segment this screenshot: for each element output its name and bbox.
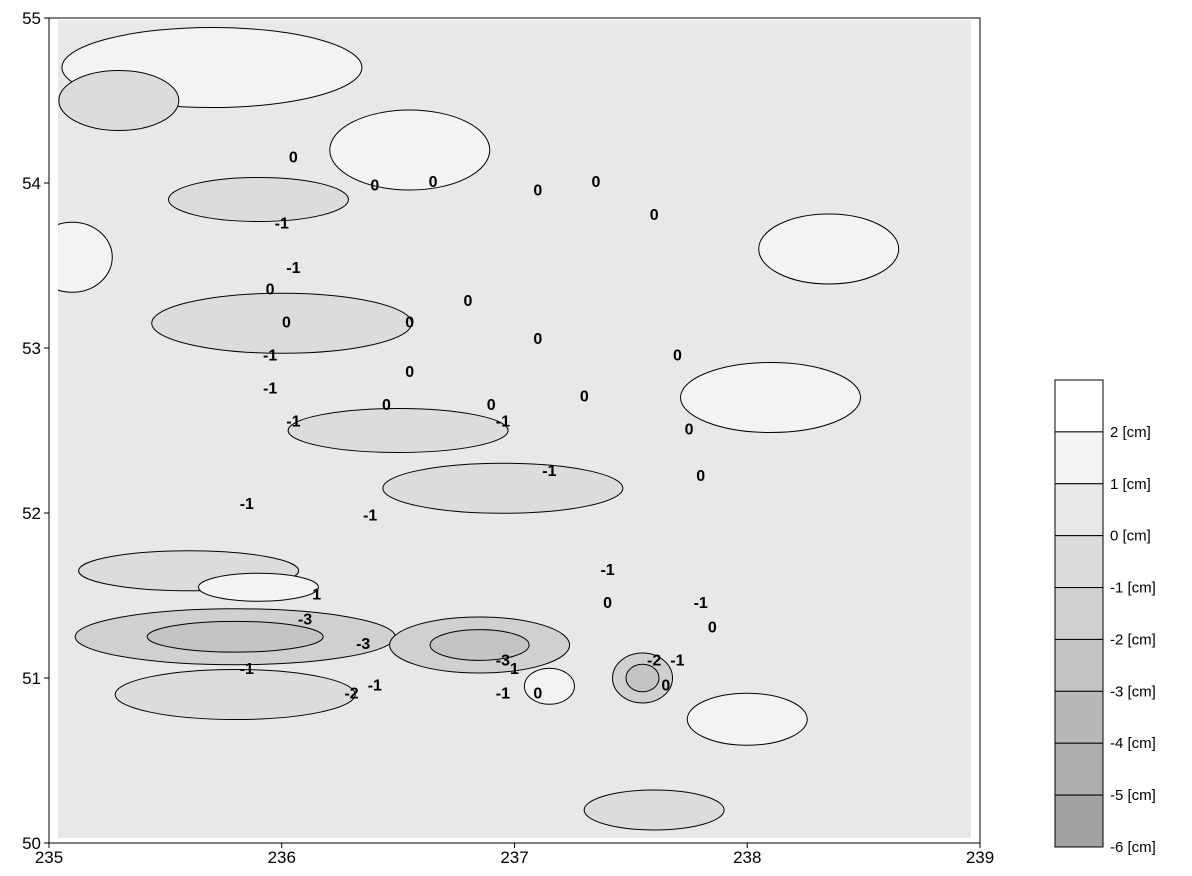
y-tick-label: 54 (22, 174, 41, 193)
contour-label: -1 (496, 686, 510, 703)
y-tick-label: 55 (22, 9, 41, 28)
contour-region (151, 292, 413, 354)
contour-label: -1 (263, 347, 277, 364)
legend-label: -1 [cm] (1110, 580, 1156, 597)
contour-label: 0 (673, 347, 682, 364)
contour-region (58, 221, 113, 293)
contour-region (114, 669, 356, 720)
contour-region (686, 692, 808, 746)
contour-labels: 00 0 0 00-1-100 0000-100-1-10-10-1-1-10-101-… (240, 149, 717, 702)
legend-swatch (1054, 794, 1104, 848)
contour-label: 0 (382, 397, 391, 414)
legend-label: 0 [cm] (1110, 528, 1151, 545)
contour-region (758, 213, 900, 285)
x-tick-label: 238 (733, 848, 761, 867)
x-tick-label: 235 (35, 848, 63, 867)
contour-region (287, 408, 509, 453)
x-tick-label: 237 (500, 848, 528, 867)
contour-label: -1 (600, 562, 614, 579)
contour-label: -1 (496, 413, 510, 430)
contour-region (382, 462, 624, 514)
legend-swatch (1054, 431, 1104, 485)
contour-region (197, 572, 319, 602)
contour-label: 0 (708, 620, 717, 637)
contour-label: 1 (312, 587, 321, 604)
contour-label: -1 (275, 215, 289, 232)
contour-label: -1 (286, 260, 300, 277)
contour-label: 0 (266, 281, 275, 298)
contour-label: 0 (685, 422, 694, 439)
contour-label: 0 (661, 677, 670, 694)
legend-label: -4 [cm] (1110, 735, 1156, 752)
legend-label: 2 [cm] (1110, 424, 1151, 441)
legend-swatch (1054, 587, 1104, 640)
contour-label: 0 (533, 182, 542, 199)
y-tick-label: 52 (22, 504, 41, 523)
contour-region (583, 789, 725, 831)
contour-label: -1 (263, 380, 277, 397)
contour-label: -3 (496, 653, 510, 670)
contour-label: 0 (370, 178, 379, 195)
contour-label: -1 (363, 508, 377, 525)
contour-label: 0 (533, 686, 542, 703)
contour-label: -1 (286, 413, 300, 430)
contour-label: -3 (298, 611, 312, 628)
contour-label: -2 (647, 653, 661, 670)
contour-label: 0 (603, 595, 612, 612)
contour-label: 0 (533, 331, 542, 348)
contour-label: -1 (542, 463, 556, 480)
contour-label: -2 (344, 686, 358, 703)
contour-label: -1 (670, 653, 684, 670)
legend-swatch (1054, 742, 1104, 796)
plot-area: 00 0 0 00-1-100 0000-100-1-10-10-1-1-10-101-… (48, 17, 981, 844)
y-tick-label: 50 (22, 834, 41, 853)
contour-label: -3 (356, 636, 370, 653)
contour-label: -1 (368, 677, 382, 694)
contour-label: 0 (696, 468, 705, 485)
contour-label: 0 (429, 174, 438, 191)
contour-label: -1 (694, 595, 708, 612)
legend-label: -6 [cm] (1110, 839, 1156, 856)
contour-label: 0 (580, 389, 589, 406)
y-tick-label: 53 (22, 339, 41, 358)
legend-swatch (1054, 483, 1104, 537)
contour-label: 0 (282, 314, 291, 331)
contour-regions (58, 27, 900, 831)
x-axis: 235 236 237 238 239 (35, 843, 994, 867)
contour-region (680, 362, 862, 433)
contour-label: 0 (289, 149, 298, 166)
contour-label: 0 (405, 314, 414, 331)
contour-region-inner (429, 629, 530, 661)
contour-label: 1 (510, 661, 519, 678)
contour-region (58, 70, 180, 131)
legend-label: -5 [cm] (1110, 787, 1156, 804)
contour-region-inner (146, 620, 324, 653)
contour-label: -1 (240, 661, 254, 678)
x-tick-label: 236 (268, 848, 296, 867)
legend-label: 1 [cm] (1110, 476, 1151, 493)
contour-label: 0 (650, 207, 659, 224)
y-axis: 50 51 52 53 54 55 (22, 9, 49, 853)
contour-label: 0 (592, 174, 601, 191)
color-legend: 2 [cm] 1 [cm] 0 [cm] -1 [cm] -2 [cm] -3 [cm] -… (1054, 379, 1156, 856)
legend-swatch (1054, 535, 1104, 589)
contour-label: 0 (463, 293, 472, 310)
contour-region (523, 667, 575, 705)
contour-region (329, 109, 491, 191)
y-tick-label: 51 (22, 669, 41, 688)
legend-swatch (1054, 379, 1104, 433)
x-tick-label: 239 (966, 848, 994, 867)
legend-label: -2 [cm] (1110, 631, 1156, 648)
contour-region-inner (625, 663, 660, 693)
legend-swatch (1054, 638, 1104, 692)
contour-label: 0 (405, 364, 414, 381)
legend-swatch (1054, 690, 1104, 744)
legend-label: -3 [cm] (1110, 683, 1156, 700)
contour-label: -1 (240, 496, 254, 513)
contour-region (167, 177, 349, 222)
contour-label: 0 (487, 397, 496, 414)
